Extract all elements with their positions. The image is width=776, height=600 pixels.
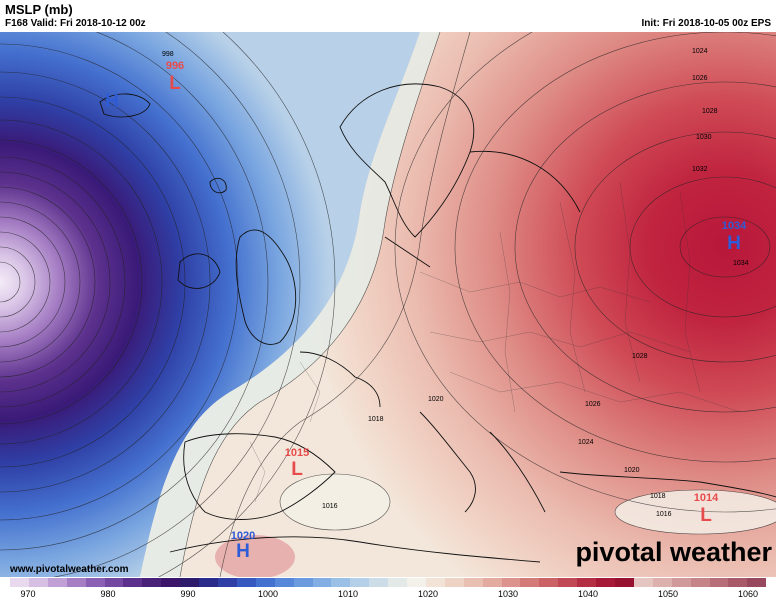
- valid-time: F168 Valid: Fri 2018-10-12 00z: [5, 18, 146, 29]
- colorbar-segment: [28, 578, 48, 587]
- isobar-label: 1024: [692, 48, 708, 55]
- sahara-high-value: 1020: [230, 530, 256, 542]
- colorbar-segment: [47, 578, 67, 587]
- colorbar-segment: [312, 578, 332, 587]
- colorbar-labels: 970 980 990 1000 1010 1020 1030 1040 1050 1060: [0, 589, 776, 599]
- isobar-label: 1028: [632, 353, 648, 360]
- colorbar-segment: [66, 578, 86, 587]
- isobar-label: 998: [162, 51, 174, 58]
- colorbar-segment: [482, 578, 502, 587]
- colorbar-segment: [217, 578, 237, 587]
- colorbar-segment: [690, 578, 710, 587]
- colorbar-segment: [85, 578, 105, 587]
- colorbar-segment: [407, 578, 426, 587]
- colorbar-segment: [558, 578, 578, 587]
- colorbar-area: 970 980 990 1000 1010 1020 1030 1040 1050 1060: [0, 577, 776, 600]
- isobar-label: 1024: [578, 439, 594, 446]
- init-time: Init: Fri 2018-10-05 00z EPS: [641, 18, 771, 29]
- colorbar-segment: [747, 578, 767, 587]
- isobar-label: 1016: [656, 511, 672, 518]
- colorbar-segment: [180, 578, 200, 587]
- colorbar-segment: [236, 578, 256, 587]
- colorbar-label: 1030: [497, 589, 519, 599]
- isobar-label: 1026: [585, 401, 601, 408]
- sahara-high-symbol: H: [236, 541, 250, 562]
- russia-high-symbol: H: [727, 233, 741, 254]
- isobar-label: 1032: [692, 166, 708, 173]
- mslp-map: 998 1024 1026 1028 1030 1032 1034 1028 1…: [0, 32, 776, 577]
- isobar-label: 1018: [368, 416, 384, 423]
- colorbar-label: 1010: [337, 589, 359, 599]
- colorbar-segment: [577, 578, 597, 587]
- colorbar-segment: [596, 578, 615, 587]
- pivotal-weather-logo: pivotal weather: [575, 537, 772, 567]
- isobar-label: 1020: [624, 467, 640, 474]
- colorbar-segment: [369, 578, 389, 587]
- turkey-low-value: 1014: [693, 492, 719, 504]
- colorbar-segment: [388, 578, 408, 587]
- med-low-symbol: L: [291, 459, 303, 480]
- mslp-colorbar: [10, 578, 767, 587]
- website-url: www.pivotalweather.com: [10, 564, 129, 575]
- colorbar-segment: [444, 578, 464, 587]
- colorbar-segment: [255, 578, 275, 587]
- colorbar-segment: [293, 578, 313, 587]
- colorbar-segment: [652, 578, 672, 587]
- colorbar-segment: [615, 578, 634, 587]
- isobar-label: 1016: [322, 503, 338, 510]
- colorbar-segment: [199, 578, 218, 587]
- greenland-high-symbol: H: [105, 91, 119, 112]
- isobar-label: 1026: [692, 75, 708, 82]
- iceland-low-symbol: L: [169, 73, 181, 94]
- med-low-value: 1015: [284, 447, 310, 459]
- colorbar-segment: [539, 578, 559, 587]
- russia-high-value: 1034: [721, 220, 747, 232]
- isobar-label: 1020: [428, 396, 444, 403]
- colorbar-label: 970: [20, 589, 36, 599]
- turkey-low-symbol: L: [700, 505, 712, 526]
- colorbar-segment: [463, 578, 483, 587]
- map-header: MSLP (mb) F168 Valid: Fri 2018-10-12 00z…: [0, 0, 776, 32]
- colorbar-segment: [633, 578, 653, 587]
- colorbar-segment: [520, 578, 540, 587]
- colorbar-segment: [350, 578, 370, 587]
- colorbar-segment: [671, 578, 691, 587]
- colorbar-segment: [501, 578, 521, 587]
- colorbar-label: 1000: [257, 589, 279, 599]
- colorbar-segment: [104, 578, 124, 587]
- colorbar-segment: [728, 578, 748, 587]
- colorbar-segment: [274, 578, 294, 587]
- isobar-label: 1034: [733, 260, 749, 267]
- colorbar-label: 1050: [657, 589, 679, 599]
- colorbar-segment: [10, 578, 29, 587]
- isobar-label: 1030: [696, 134, 712, 141]
- colorbar-label: 1060: [737, 589, 759, 599]
- colorbar-label: 980: [100, 589, 116, 599]
- colorbar-segment: [142, 578, 162, 587]
- isobar-label: 1018: [650, 493, 666, 500]
- colorbar-label: 990: [180, 589, 196, 599]
- colorbar-segment: [331, 578, 351, 587]
- colorbar-label: 1040: [577, 589, 599, 599]
- iceland-low-value: 996: [165, 60, 185, 72]
- colorbar-label: 1020: [417, 589, 439, 599]
- colorbar-segment: [709, 578, 729, 587]
- map-title: MSLP (mb): [5, 2, 73, 17]
- colorbar-segment: [161, 578, 181, 587]
- colorbar-segment: [425, 578, 445, 587]
- colorbar-segment: [123, 578, 143, 587]
- isobar-label: 1028: [702, 108, 718, 115]
